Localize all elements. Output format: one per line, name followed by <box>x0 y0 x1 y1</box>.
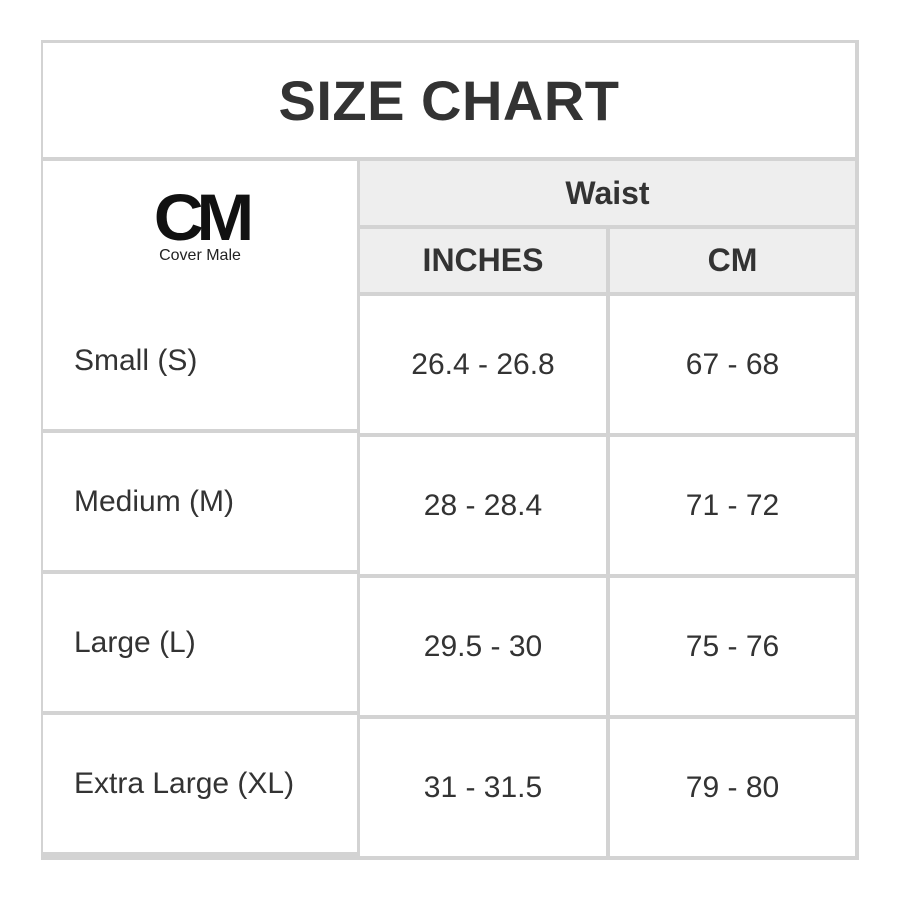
logo-mark: CM <box>153 179 253 254</box>
size-value: 31 - 31.5 <box>360 719 606 856</box>
column-header: CM <box>610 229 855 292</box>
size-label: Small (S) <box>43 292 357 429</box>
size-value: 79 - 80 <box>610 719 855 856</box>
column-header: INCHES <box>360 229 606 292</box>
size-value: 29.5 - 30 <box>360 578 606 715</box>
size-value: 67 - 68 <box>610 296 855 433</box>
size-label: Medium (M) <box>43 433 357 570</box>
group-header: Waist <box>360 161 855 225</box>
logo-name: Cover Male <box>159 246 241 264</box>
size-value: 28 - 28.4 <box>360 437 606 574</box>
size-label: Large (L) <box>43 574 357 711</box>
size-value: 75 - 76 <box>610 578 855 715</box>
size-value: 26.4 - 26.8 <box>360 296 606 433</box>
size-value: 71 - 72 <box>610 437 855 574</box>
title: SIZE CHART <box>43 43 855 157</box>
logo: CM Cover Male <box>43 161 357 292</box>
size-label: Extra Large (XL) <box>43 715 357 852</box>
